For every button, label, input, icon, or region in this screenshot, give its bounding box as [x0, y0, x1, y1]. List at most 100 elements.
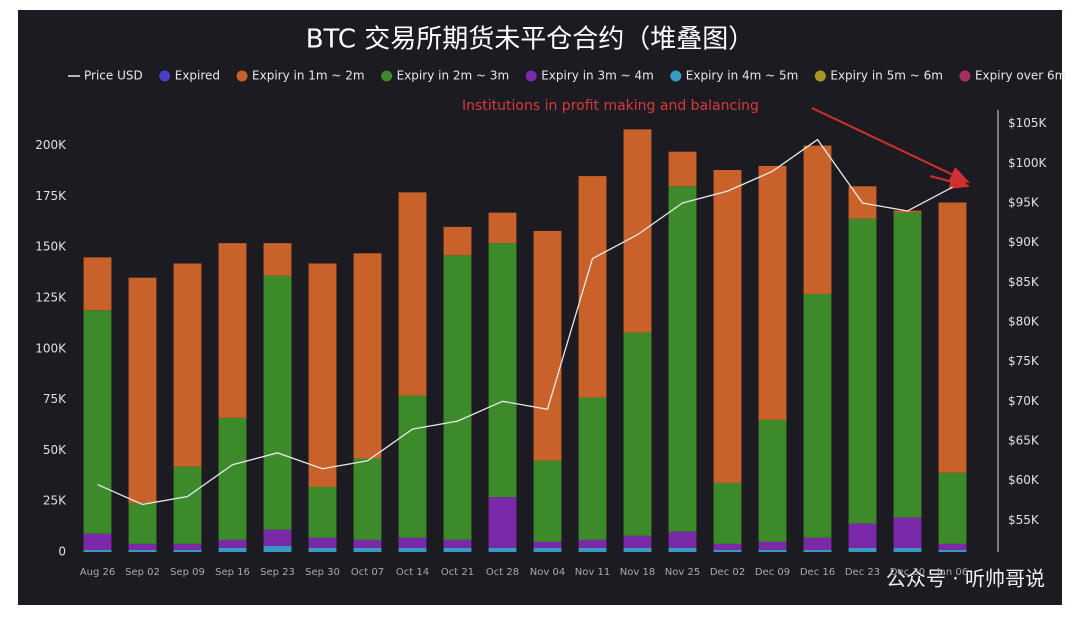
legend-marker: [814, 70, 826, 82]
bar-segment: [713, 170, 742, 483]
x-tick-label: Oct 07: [351, 567, 384, 578]
legend-label: Expiry in 2m ~ 3m: [397, 69, 510, 83]
x-tick-label: Nov 25: [665, 567, 700, 578]
legend-label: Expiry in 3m ~ 4m: [541, 69, 654, 83]
bar-segment: [938, 543, 967, 550]
bar-segment: [533, 547, 562, 552]
bar-segment: [488, 212, 517, 244]
bar-segment: [893, 517, 922, 548]
bar-segment: [443, 539, 472, 548]
bar-segment: [893, 210, 922, 213]
bar-segment: [398, 537, 427, 548]
chart-title: BTC 交易所期货未平仓合约（堆叠图）: [306, 25, 755, 55]
bar-segment: [218, 243, 247, 418]
x-tick-label: Oct 28: [486, 567, 519, 578]
x-tick-label: Nov 18: [620, 567, 655, 578]
bar-segment: [758, 419, 787, 542]
y2-tick-label: $90K: [1008, 235, 1040, 249]
bar-segment: [893, 212, 922, 518]
bar-segment: [668, 547, 697, 552]
bar-segment: [848, 218, 877, 524]
x-tick-label: Sep 30: [305, 567, 340, 578]
legend-label: Expiry over 6m: [975, 69, 1066, 83]
bar-segment: [533, 460, 562, 542]
y2-tick-label: $75K: [1008, 354, 1040, 368]
y2-tick-label: $85K: [1008, 275, 1040, 289]
x-tick-label: Dec 30: [890, 567, 925, 578]
bar-segment: [353, 458, 382, 540]
x-tick-label: Oct 14: [396, 567, 429, 578]
bar-segment: [83, 257, 112, 311]
bar-segment: [713, 549, 742, 552]
bar-segment: [83, 549, 112, 552]
x-tick-label: Sep 16: [215, 567, 250, 578]
y2-tick-label: $80K: [1008, 314, 1040, 328]
bar-segment: [173, 549, 202, 552]
watermark: 公众号 · 听帅哥说: [886, 567, 1045, 591]
bar-segment: [128, 549, 157, 552]
bar-segment: [128, 503, 157, 544]
bar-segment: [578, 547, 607, 552]
bar-segment: [578, 397, 607, 540]
bar-segment: [848, 523, 877, 548]
bar-segment: [218, 547, 247, 552]
y2-tick-label: $100K: [1008, 156, 1048, 170]
x-tick-label: Sep 09: [170, 567, 205, 578]
bar-segment: [173, 466, 202, 544]
x-tick-label: Nov 04: [530, 567, 565, 578]
bar-segment: [83, 310, 112, 534]
x-tick-label: Aug 26: [80, 567, 115, 578]
bar-segment: [443, 255, 472, 540]
bar-segment: [668, 531, 697, 548]
bar-segment: [803, 537, 832, 550]
y-tick-label: 150K: [35, 240, 67, 254]
bar-segment: [938, 202, 967, 473]
y-tick-label: 25K: [43, 494, 67, 508]
legend-label: Expiry in 4m ~ 5m: [686, 69, 799, 83]
y-tick-label: 0: [58, 545, 66, 559]
bar-segment: [263, 243, 292, 276]
bar-segment: [398, 192, 427, 396]
legend-marker: [236, 70, 248, 82]
bar-segment: [218, 417, 247, 540]
bar-segment: [803, 293, 832, 538]
legend-marker: [959, 70, 971, 82]
x-tick-label: Dec 02: [710, 567, 745, 578]
bar-segment: [263, 529, 292, 546]
bar-segment: [668, 151, 697, 187]
bar-segment: [488, 243, 517, 498]
bar-segment: [623, 332, 652, 536]
y2-tick-label: $70K: [1008, 394, 1040, 408]
y2-tick-label: $60K: [1008, 473, 1040, 487]
legend-marker: [525, 70, 537, 82]
bar-segment: [848, 547, 877, 552]
x-tick-label: Nov 11: [575, 567, 610, 578]
bar-segment: [308, 486, 337, 538]
bar-segment: [938, 549, 967, 552]
bar-segment: [173, 263, 202, 467]
bar-segment: [758, 549, 787, 552]
bar-segment: [443, 547, 472, 552]
bar-segment: [308, 537, 337, 548]
legend-label: Price USD: [84, 69, 143, 83]
legend-label: Expiry in 5m ~ 6m: [830, 69, 943, 83]
legend-marker: [159, 70, 171, 82]
bar-segment: [353, 547, 382, 552]
bar-segment: [308, 547, 337, 552]
bar-segment: [398, 547, 427, 552]
bar-segment: [578, 176, 607, 398]
bar-segment: [173, 543, 202, 550]
y-tick-label: 125K: [35, 291, 67, 305]
bar-segment: [263, 275, 292, 530]
bar-segment: [83, 533, 112, 550]
annotation: Institutions in profit making and balanc…: [462, 98, 759, 114]
x-tick-label: Jan 06: [936, 567, 968, 578]
bar-segment: [533, 230, 562, 461]
legend-marker: [670, 70, 682, 82]
y2-tick-label: $105K: [1008, 116, 1048, 130]
bar-segment: [443, 226, 472, 256]
x-tick-label: Dec 16: [800, 567, 835, 578]
bar-segment: [308, 263, 337, 487]
bar-segment: [938, 472, 967, 544]
